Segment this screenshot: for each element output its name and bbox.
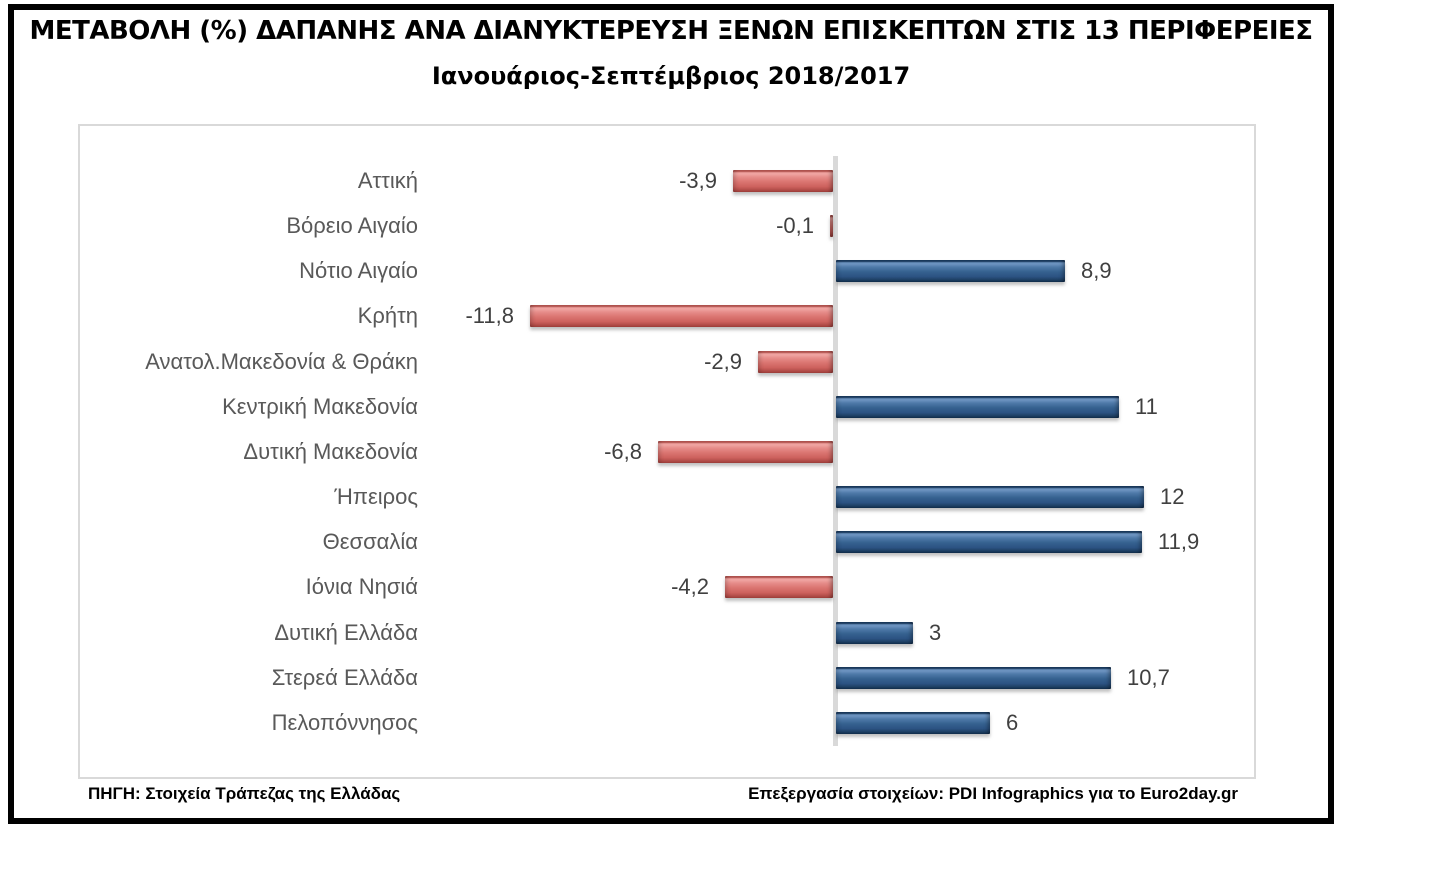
bar-positive <box>836 712 990 734</box>
bar-positive <box>836 622 913 644</box>
bar-negative <box>830 215 833 237</box>
category-label: Ιόνια Νησιά <box>305 574 418 599</box>
value-label: 8,9 <box>1081 258 1112 283</box>
bar-negative <box>758 351 833 373</box>
footer: ΠΗΓΗ: Στοιχεία Τράπεζας της Ελλάδας Επεξ… <box>78 784 1238 804</box>
infographic-frame: ΜΕΤΑΒΟΛΗ (%) ΔΑΠΑΝΗΣ ΑΝΑ ΔΙΑΝΥΚΤΕΡΕΥΣΗ Ξ… <box>8 4 1334 824</box>
source-note: ΠΗΓΗ: Στοιχεία Τράπεζας της Ελλάδας <box>88 784 401 803</box>
category-label: Νότιο Αιγαίο <box>299 258 418 283</box>
category-label: Αττική <box>357 168 418 193</box>
value-label: 11 <box>1135 394 1158 419</box>
category-label: Βόρειο Αιγαίο <box>286 213 418 238</box>
value-label: 11,9 <box>1158 529 1200 554</box>
bar-negative <box>530 305 833 327</box>
value-label: 10,7 <box>1127 665 1170 690</box>
bar-negative <box>658 441 833 463</box>
value-label: -6,8 <box>604 439 642 464</box>
chart-title: ΜΕΤΑΒΟΛΗ (%) ΔΑΠΑΝΗΣ ΑΝΑ ΔΙΑΝΥΚΤΕΡΕΥΣΗ Ξ… <box>29 16 1313 46</box>
bar-positive <box>836 486 1144 508</box>
value-label: 3 <box>929 620 942 645</box>
category-label: Ανατολ.Μακεδονία & Θράκη <box>145 349 418 374</box>
chart-plot-area: Αττική -3,9 Βόρειο Αιγαίο -0,1 Νότιο Αιγαίο 8… <box>78 124 1256 779</box>
zero-axis-line <box>833 156 838 746</box>
category-label: Πελοπόννησος <box>271 710 418 735</box>
value-label: -2,9 <box>704 349 742 374</box>
value-label: -0,1 <box>776 213 814 238</box>
value-label: -4,2 <box>671 574 709 599</box>
category-label: Ήπειρος <box>334 484 418 509</box>
value-label: -3,9 <box>679 168 717 193</box>
bar-positive <box>836 260 1065 282</box>
category-label: Θεσσαλία <box>322 529 418 554</box>
bar-positive <box>836 667 1111 689</box>
chart-subtitle: Ιανουάριος-Σεπτέμβριος 2018/2017 <box>431 62 911 90</box>
category-label: Στερεά Ελλάδα <box>271 665 418 690</box>
credit-note: Επεξεργασία στοιχείων: PDI Infographics … <box>748 784 1238 803</box>
bar-positive <box>836 531 1142 553</box>
value-label: -11,8 <box>465 303 514 328</box>
category-label: Δυτική Ελλάδα <box>274 620 418 645</box>
bar-positive <box>836 396 1119 418</box>
value-label: 12 <box>1160 484 1185 509</box>
bar-negative <box>725 576 833 598</box>
category-label: Κεντρική Μακεδονία <box>222 394 418 419</box>
category-label: Δυτική Μακεδονία <box>243 439 418 464</box>
category-label: Κρήτη <box>357 303 418 328</box>
bar-negative <box>733 170 833 192</box>
value-label: 6 <box>1006 710 1019 735</box>
